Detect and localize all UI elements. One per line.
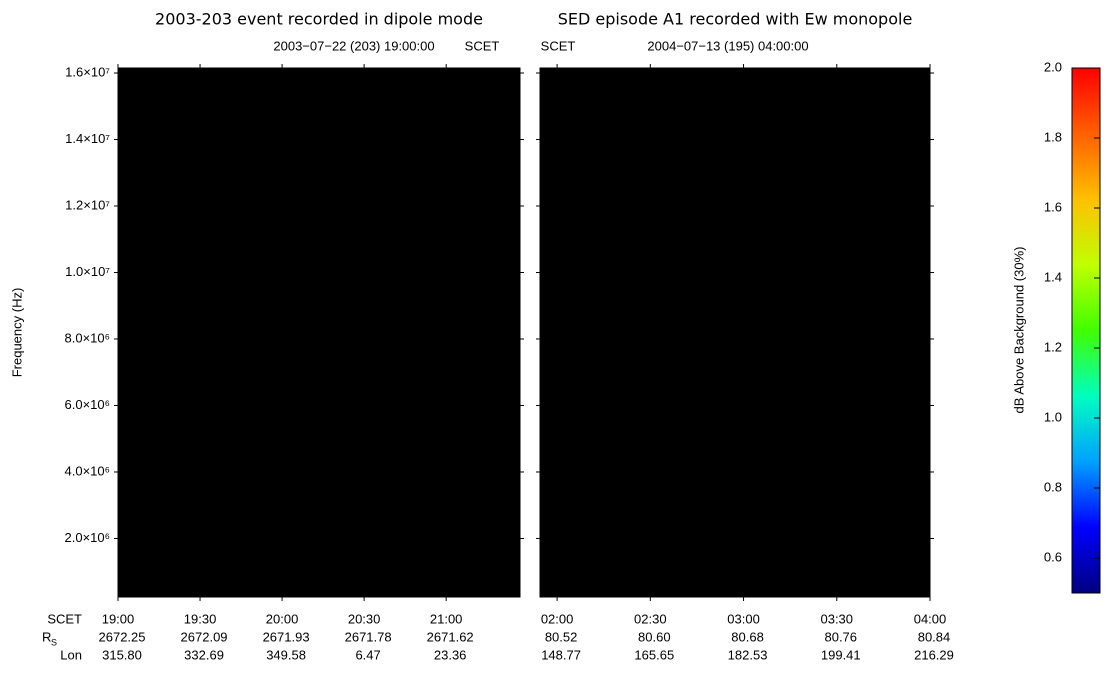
scet-label: SCET bbox=[541, 38, 576, 53]
rs-label: 80.52 bbox=[545, 629, 578, 644]
row-label: SCET bbox=[47, 611, 82, 626]
lon-label: 199.41 bbox=[821, 647, 861, 662]
rs-label: 80.68 bbox=[731, 629, 764, 644]
y-tick-label: 2.0×10⁶ bbox=[65, 530, 110, 545]
scet-label: SCET bbox=[465, 38, 500, 53]
x-tick-label: 03:30 bbox=[820, 611, 853, 626]
x-tick-label: 20:30 bbox=[348, 611, 381, 626]
rs-label: 80.60 bbox=[638, 629, 671, 644]
x-tick-label: 19:30 bbox=[184, 611, 217, 626]
y-tick-label: 8.0×10⁶ bbox=[65, 330, 110, 345]
x-tick-label: 20:00 bbox=[266, 611, 299, 626]
x-tick-label: 21:00 bbox=[430, 611, 463, 626]
lon-label: 6.47 bbox=[355, 647, 380, 662]
colorbar-tick-label: 1.6 bbox=[1044, 199, 1062, 214]
x-tick-label: 02:30 bbox=[634, 611, 667, 626]
colorbar-tick-label: 1.2 bbox=[1044, 339, 1062, 354]
x-tick-label: 03:00 bbox=[727, 611, 760, 626]
row-label: R bbox=[42, 629, 51, 644]
colorbar-tick-label: 0.6 bbox=[1044, 549, 1062, 564]
rs-label: 80.84 bbox=[918, 629, 951, 644]
y-tick-label: 1.2×10⁷ bbox=[65, 197, 110, 212]
colorbar-tick-label: 1.4 bbox=[1044, 269, 1062, 284]
y-tick-label: 6.0×10⁶ bbox=[65, 397, 110, 412]
rs-label: 2671.62 bbox=[427, 629, 474, 644]
lon-label: 23.36 bbox=[434, 647, 467, 662]
rs-label: 2672.09 bbox=[181, 629, 228, 644]
lon-label: 315.80 bbox=[102, 647, 142, 662]
x-tick-label: 02:00 bbox=[541, 611, 574, 626]
lon-label: 332.69 bbox=[184, 647, 224, 662]
x-tick-label: 04:00 bbox=[914, 611, 947, 626]
row-label: Lon bbox=[60, 647, 82, 662]
colorbar-tick-label: 1.8 bbox=[1044, 129, 1062, 144]
y-tick-label: 1.4×10⁷ bbox=[65, 131, 110, 146]
lon-label: 349.58 bbox=[266, 647, 306, 662]
lon-label: 165.65 bbox=[634, 647, 674, 662]
y-tick-label: 1.6×10⁷ bbox=[65, 64, 110, 79]
date-label: 2004−07−13 (195) 04:00:00 bbox=[647, 38, 808, 53]
colorbar-label: dB Above Background (30%) bbox=[1011, 247, 1026, 414]
lon-label: 148.77 bbox=[541, 647, 581, 662]
rs-label: 2672.25 bbox=[99, 629, 146, 644]
row-label-sub: S bbox=[51, 637, 57, 647]
colorbar-tick-label: 0.8 bbox=[1044, 479, 1062, 494]
rs-label: 80.76 bbox=[824, 629, 857, 644]
lon-label: 182.53 bbox=[728, 647, 768, 662]
rs-label: 2671.78 bbox=[345, 629, 392, 644]
date-label: 2003−07−22 (203) 19:00:00 bbox=[273, 38, 434, 53]
y-tick-label: 4.0×10⁶ bbox=[65, 463, 110, 478]
x-tick-label: 19:00 bbox=[102, 611, 135, 626]
spectrogram bbox=[539, 67, 931, 598]
colorbar bbox=[1071, 67, 1101, 594]
rs-label: 2671.93 bbox=[263, 629, 310, 644]
colorbar-tick-label: 2.0 bbox=[1044, 59, 1062, 74]
y-tick-label: 1.0×10⁷ bbox=[65, 264, 110, 279]
spectrogram bbox=[117, 67, 521, 598]
lon-label: 216.29 bbox=[914, 647, 954, 662]
panel-title: SED episode A1 recorded with Ew monopole bbox=[558, 10, 913, 29]
panel-title: 2003-203 event recorded in dipole mode bbox=[155, 10, 483, 29]
y-axis-label: Frequency (Hz) bbox=[9, 288, 24, 378]
colorbar-tick-label: 1.0 bbox=[1044, 409, 1062, 424]
